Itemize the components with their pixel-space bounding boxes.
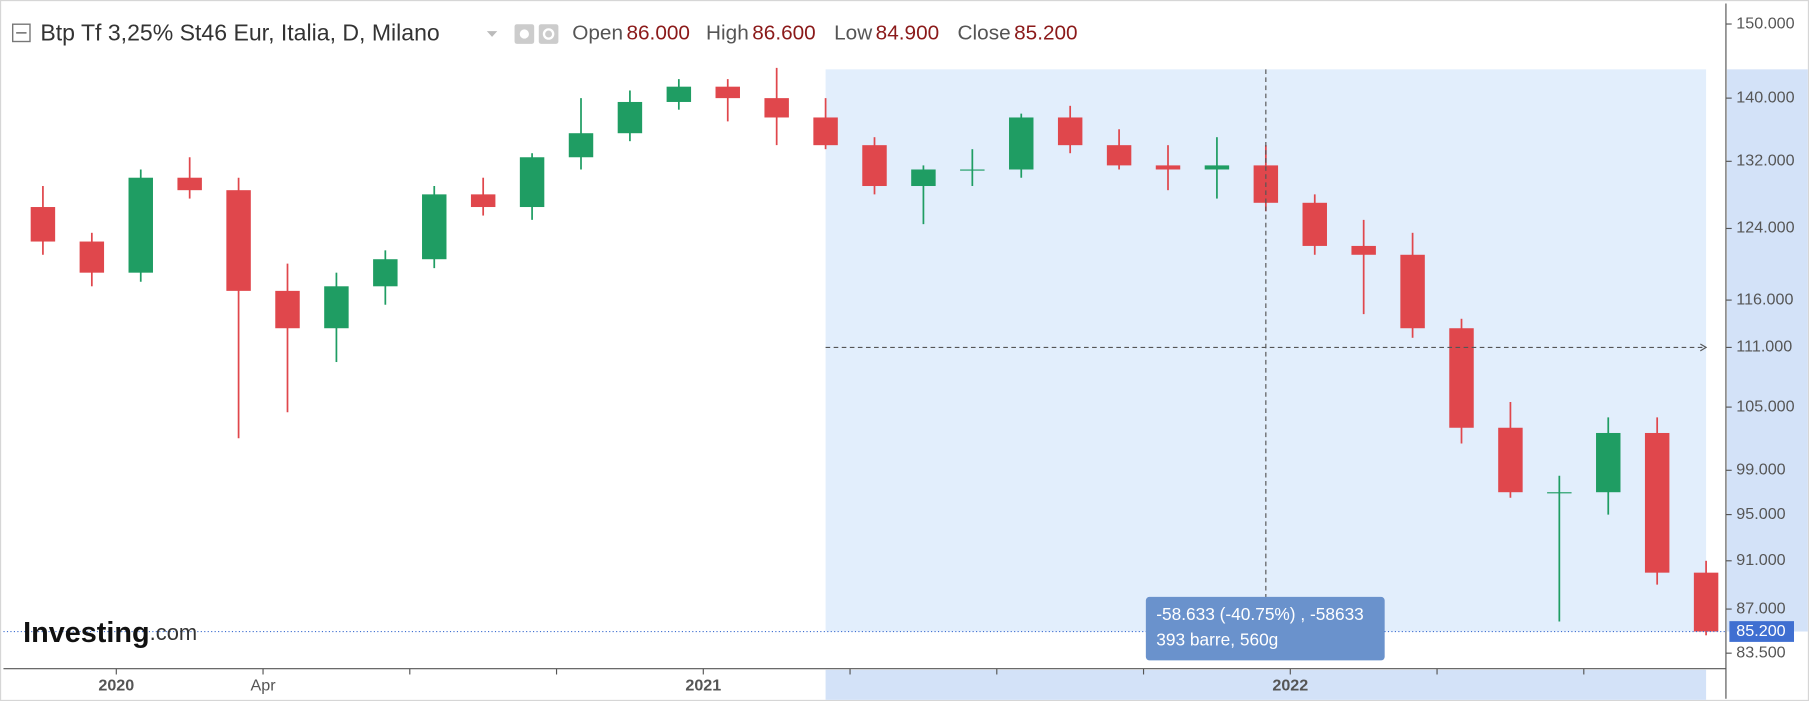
candle-body [568, 133, 594, 158]
settings-icon[interactable] [538, 24, 559, 44]
candle-body [1596, 432, 1621, 493]
candle-body [1400, 254, 1425, 329]
y-tick-label: 116.000 [1736, 290, 1793, 308]
y-tick-label: 87.000 [1736, 599, 1785, 617]
y-tick-label: 99.000 [1736, 461, 1785, 479]
candle-body [1057, 117, 1083, 146]
ohlc-label: Open [572, 22, 623, 45]
brand-suffix: .com [150, 620, 197, 645]
y-tick-label: 105.000 [1736, 397, 1794, 415]
candle-body [1693, 572, 1719, 632]
candle-body [519, 157, 545, 208]
ohlc-label: Close [958, 22, 1011, 45]
ohlc-item: High 86.600 [706, 22, 816, 45]
candle-body [960, 169, 985, 171]
ohlc-value: 85.200 [1014, 22, 1077, 45]
ohlc-item: Close 85.200 [958, 22, 1078, 45]
last-price-box [1729, 621, 1795, 642]
candle-body [813, 117, 838, 146]
x-tick-label: 2022 [1272, 676, 1308, 694]
y-tick-label: 111.000 [1736, 338, 1792, 356]
candle-body [79, 241, 105, 273]
collapse-icon[interactable] [11, 23, 31, 43]
brand-logo: Investing.com [23, 617, 197, 649]
y-tick-label: 95.000 [1736, 505, 1785, 523]
ohlc-item: Low 84.900 [834, 22, 939, 45]
measure-tooltip-line: -58.633 (-40.75%) , -58633 [1156, 604, 1364, 624]
ohlc-item: Open 86.000 [572, 22, 690, 45]
candle-body [617, 101, 643, 134]
candle-body [1106, 145, 1132, 166]
x-tick-label: Apr [250, 676, 276, 694]
candle-body [666, 86, 692, 102]
crosshair-arrow [1700, 343, 1708, 352]
candle-body [715, 86, 740, 99]
candle-body [1009, 117, 1034, 170]
measure-x-band [825, 669, 1707, 700]
y-tick-label: 83.500 [1736, 643, 1785, 661]
candle-body [373, 259, 398, 287]
candle-body [470, 194, 496, 208]
ohlc-value: 86.600 [752, 22, 815, 45]
candle-body [177, 177, 202, 191]
ohlc-label: Low [834, 22, 873, 45]
overlay-layer: 150.000 140.000 132.000 124.000 116.000 111.0… [3, 14, 1795, 694]
candle-body [1155, 165, 1181, 170]
y-tick-label: 140.000 [1736, 88, 1794, 106]
measure-tooltip-line: 393 barre, 560g [1156, 629, 1278, 649]
last-price-label: 85.200 [1736, 622, 1785, 640]
candle-body [1644, 432, 1670, 573]
candle-body [324, 286, 349, 329]
candle-body [764, 98, 789, 118]
candle-body [911, 169, 936, 187]
ohlc-value: 84.900 [876, 22, 939, 45]
candle-body [1302, 202, 1327, 246]
x-tick-label: 2020 [98, 676, 134, 694]
ohlc-label: High [706, 22, 749, 45]
candle-body [1498, 427, 1523, 493]
candle-body [1204, 165, 1230, 170]
candle-body [30, 207, 56, 242]
measure-tooltip [1145, 596, 1385, 661]
y-tick-label: 132.000 [1736, 152, 1794, 170]
ohlc-value: 86.000 [626, 22, 689, 45]
candle-body [1547, 492, 1572, 494]
settings-icon-gear [542, 28, 555, 40]
candle-body [275, 290, 300, 329]
y-tick-label: 91.000 [1736, 551, 1785, 569]
y-tick-label: 150.000 [1736, 14, 1794, 32]
candle-body [128, 177, 153, 273]
dropdown-arrow[interactable] [486, 31, 498, 37]
measure-y-band [1727, 69, 1808, 632]
brand-name: Investing [23, 617, 150, 649]
ohlc-header: Open 86.000 High 86.600 Low 84.900 Close 85.200 [572, 22, 1077, 45]
x-tick-label: 2021 [685, 676, 721, 694]
candle-body [1351, 245, 1376, 255]
candle-body [422, 194, 447, 260]
candle-body [862, 145, 887, 187]
y-tick-label: 124.000 [1736, 219, 1794, 237]
data-layer [30, 67, 1719, 636]
visibility-icon-eye [519, 29, 529, 39]
candle-body [1449, 328, 1474, 428]
candle-body [226, 190, 251, 291]
chart-title: Btp Tf 3,25% St46 Eur, Italia, D, Milano [40, 20, 439, 46]
